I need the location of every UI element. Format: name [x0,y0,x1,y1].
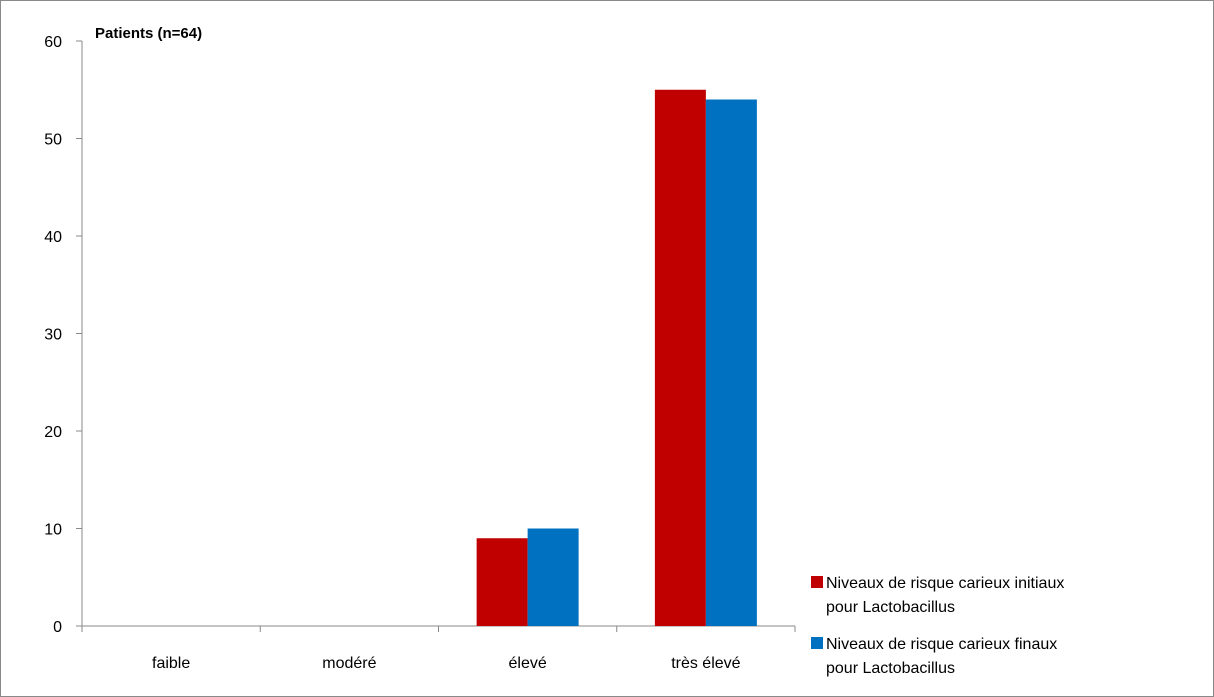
legend-swatch-0 [811,576,823,588]
y-tick-label: 60 [44,34,62,51]
y-tick-label: 30 [44,327,62,344]
bar-series-1-très-élevé [705,99,757,626]
y-tick-label: 20 [44,424,62,441]
x-tick-label: élevé [509,655,547,672]
x-tick-labels: faible modéré élevé très élevé [152,655,741,672]
y-tick-label: 50 [44,132,62,149]
y-axis-label: Patients (n=64) [95,25,202,42]
bar-series-1-élevé [527,528,579,626]
bars [476,89,757,626]
y-tick-labels: 0 10 20 30 40 50 60 [44,34,62,636]
y-tick-label: 0 [53,619,62,636]
legend: Niveaux de risque carieux initiaux pour L… [811,575,1064,677]
legend-label-1-line-0: Niveaux de risque carieux finaux [826,636,1057,653]
legend-label-0-line-0: Niveaux de risque carieux initiaux [826,575,1064,592]
legend-label-0-line-1: pour Lactobacillus [826,599,955,616]
x-tick-label: très élevé [671,655,740,672]
y-tick-label: 10 [44,522,62,539]
bar-series-0-très-élevé [654,89,706,626]
x-tick-label: faible [152,655,190,672]
bar-series-0-élevé [476,538,528,626]
legend-swatch-1 [811,637,823,649]
legend-label-1-line-1: pour Lactobacillus [826,660,955,677]
y-tick-label: 40 [44,229,62,246]
x-tick-label: modéré [322,655,376,672]
